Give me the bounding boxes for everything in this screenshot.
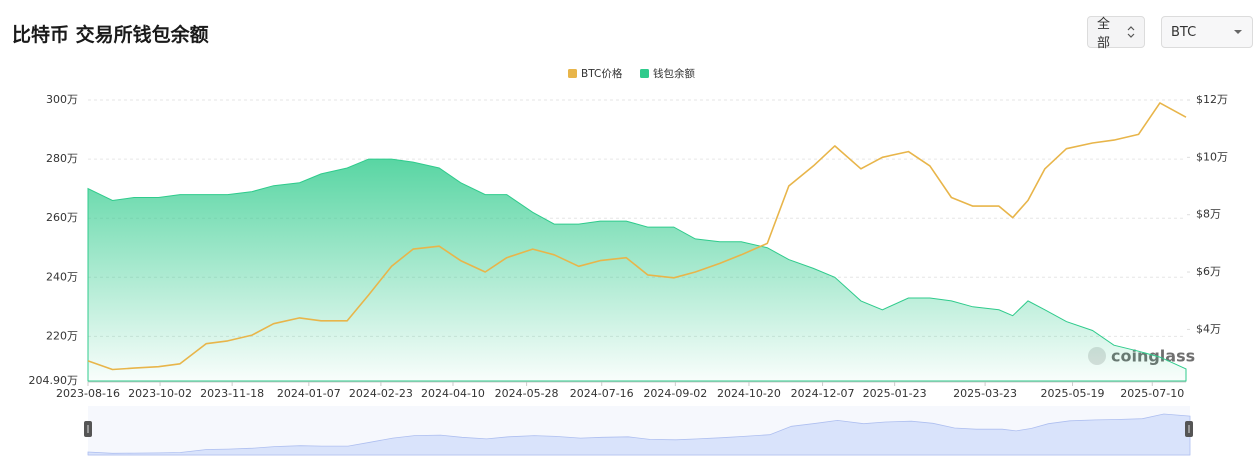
x-tick-label: 2023-11-18 (200, 387, 264, 400)
x-tick-label: 2025-07-10 (1120, 387, 1184, 400)
x-tick-label: 2025-03-23 (953, 387, 1017, 400)
x-tick-label: 2024-01-07 (277, 387, 341, 400)
y2-tick-label: $12万 (1196, 93, 1228, 106)
y-tick-label: 300万 (46, 93, 78, 106)
range-label: 全部 (1097, 17, 1111, 51)
legend-swatch (568, 69, 577, 78)
y2-tick-label: $4万 (1196, 322, 1221, 335)
x-tick-label: 2025-05-19 (1041, 387, 1105, 400)
x-tick-label: 2023-10-02 (128, 387, 192, 400)
page-title: 比特币 交易所钱包余额 (12, 24, 209, 46)
y2-tick-label: $10万 (1196, 150, 1228, 163)
coin-label: BTC (1171, 24, 1197, 40)
y-tick-label: 220万 (46, 329, 78, 342)
x-tick-label: 2024-07-16 (570, 387, 634, 400)
y2-tick-label: $8万 (1196, 208, 1221, 221)
caret-icon (1234, 30, 1242, 34)
x-tick-label: 2024-05-28 (495, 387, 559, 400)
balance-area (87, 158, 1187, 382)
x-tick-label: 2024-02-23 (349, 387, 413, 400)
x-tick-label: 2024-04-10 (421, 387, 485, 400)
y-tick-label: 204.90万 (29, 374, 79, 387)
y-tick-label: 280万 (46, 152, 78, 165)
x-tick-label: 2024-12-07 (791, 387, 855, 400)
y-tick-label: 240万 (46, 270, 78, 283)
legend-swatch (640, 69, 649, 78)
x-tick-label: 2024-10-20 (717, 387, 781, 400)
updown-icon (1127, 26, 1135, 38)
legend-label: 钱包余额 (653, 67, 695, 80)
x-tick-label: 2025-01-23 (863, 387, 927, 400)
price-line (87, 102, 1187, 371)
x-tick-label: 2023-08-16 (56, 387, 120, 400)
navigator-area (87, 413, 1191, 456)
range-select[interactable]: 全部 (1087, 16, 1145, 51)
x-tick-label: 2024-09-02 (643, 387, 707, 400)
y-tick-label: 260万 (46, 211, 78, 224)
legend-label: BTC价格 (581, 67, 623, 80)
y2-tick-label: $6万 (1196, 265, 1221, 278)
coin-select[interactable]: BTC (1161, 16, 1253, 48)
